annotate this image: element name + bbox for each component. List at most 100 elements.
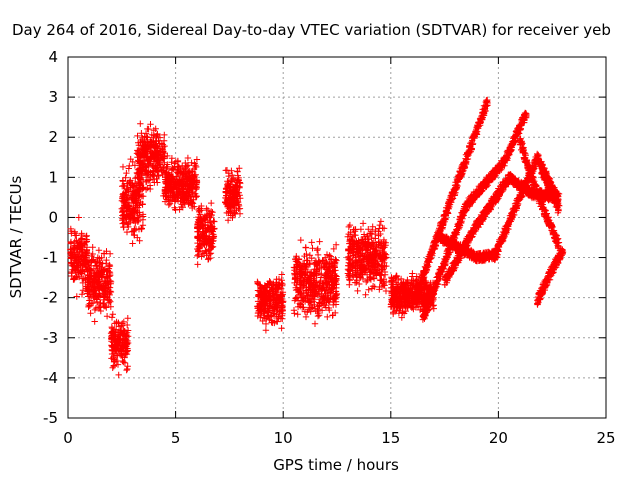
data-point-marker — [73, 293, 80, 300]
data-point-marker — [86, 302, 93, 310]
data-point-marker — [122, 189, 129, 196]
data-point-marker — [290, 307, 298, 314]
data-point-marker — [134, 209, 141, 216]
data-point-marker — [96, 263, 103, 270]
data-point-marker — [123, 202, 130, 210]
y-tick-label: 0 — [48, 208, 58, 226]
data-point-marker — [113, 347, 120, 354]
data-point-marker — [122, 174, 129, 181]
data-point-marker — [121, 182, 128, 190]
data-point-marker — [167, 198, 174, 205]
data-point-marker — [109, 311, 116, 318]
data-point-marker — [154, 157, 161, 164]
data-point-marker — [109, 364, 116, 371]
x-tick-label: 10 — [274, 429, 293, 447]
data-point-marker — [107, 288, 115, 296]
data-point-marker — [123, 366, 130, 374]
data-point-marker — [146, 176, 153, 183]
data-point-marker — [85, 276, 93, 283]
y-tick-label: -2 — [43, 289, 58, 307]
data-point-marker — [150, 142, 158, 150]
data-point-marker — [160, 148, 167, 155]
data-point-marker — [114, 336, 121, 344]
data-point-marker — [147, 150, 154, 158]
data-point-marker — [135, 139, 142, 146]
data-point-marker — [119, 197, 127, 205]
data-point-marker — [376, 225, 383, 232]
data-point-marker — [142, 178, 150, 186]
data-point-marker — [140, 151, 147, 159]
data-point-marker — [76, 256, 83, 263]
data-point-marker — [134, 132, 141, 140]
data-point-marker — [73, 242, 81, 249]
data-point-marker — [123, 169, 130, 177]
data-point-marker — [79, 243, 86, 251]
data-point-marker — [359, 220, 367, 227]
data-point-marker — [77, 236, 84, 243]
data-point-marker — [80, 258, 87, 265]
data-point-marker — [376, 221, 383, 229]
data-point-marker — [108, 350, 116, 358]
data-point-marker — [92, 272, 99, 280]
data-point-marker — [125, 165, 132, 172]
data-point-marker — [382, 287, 390, 295]
data-point-marker — [97, 307, 104, 315]
data-point-marker — [73, 237, 80, 244]
data-point-marker — [117, 323, 125, 330]
data-point-marker — [135, 198, 142, 206]
data-point-marker — [94, 304, 102, 311]
data-point-marker — [189, 199, 196, 206]
data-point-marker — [99, 266, 107, 274]
y-tick-label: -1 — [43, 249, 58, 267]
grid-lines — [68, 57, 606, 418]
data-point-marker — [67, 240, 75, 247]
data-point-marker — [106, 261, 113, 269]
data-point-marker — [311, 320, 319, 327]
data-point-marker — [171, 160, 178, 167]
data-point-marker — [134, 218, 142, 225]
data-point-marker — [149, 167, 157, 174]
data-point-marker — [81, 249, 89, 256]
data-point-marker — [152, 137, 159, 145]
data-point-marker — [75, 253, 82, 261]
data-point-marker — [314, 251, 322, 259]
data-point-marker — [194, 252, 201, 260]
data-point-marker — [118, 348, 125, 355]
data-point-marker — [184, 154, 192, 162]
x-tick-label: 5 — [171, 429, 181, 447]
data-point-marker — [82, 233, 90, 240]
x-tick-label: 15 — [381, 429, 400, 447]
data-point-marker — [362, 291, 369, 298]
data-point-marker — [101, 250, 108, 257]
data-point-marker — [72, 266, 79, 273]
data-point-marker — [120, 213, 127, 221]
y-tick-label: 3 — [48, 88, 58, 106]
data-point-marker — [161, 131, 168, 139]
data-point-marker — [145, 168, 152, 175]
data-point-marker — [136, 188, 143, 196]
data-point-marker — [95, 269, 102, 276]
data-point-marker — [67, 225, 74, 233]
data-point-marker — [129, 207, 136, 215]
data-point-marker — [70, 246, 78, 254]
data-point-marker — [72, 254, 79, 262]
data-point-marker — [142, 186, 150, 193]
data-point-marker — [87, 310, 94, 317]
data-point-marker — [140, 150, 148, 157]
data-point-marker — [89, 299, 97, 307]
data-point-marker — [71, 228, 78, 235]
data-point-marker — [136, 160, 143, 167]
data-point-marker — [134, 174, 142, 181]
data-point-marker — [105, 299, 112, 306]
data-point-marker — [302, 313, 310, 321]
data-point-marker — [110, 363, 117, 370]
data-point-marker — [87, 267, 94, 274]
data-point-marker — [121, 197, 128, 204]
x-tick-label: 20 — [489, 429, 508, 447]
data-point-marker — [89, 292, 97, 299]
data-point-marker — [93, 296, 100, 303]
data-point-marker — [88, 256, 96, 264]
data-point-marker — [161, 142, 168, 150]
